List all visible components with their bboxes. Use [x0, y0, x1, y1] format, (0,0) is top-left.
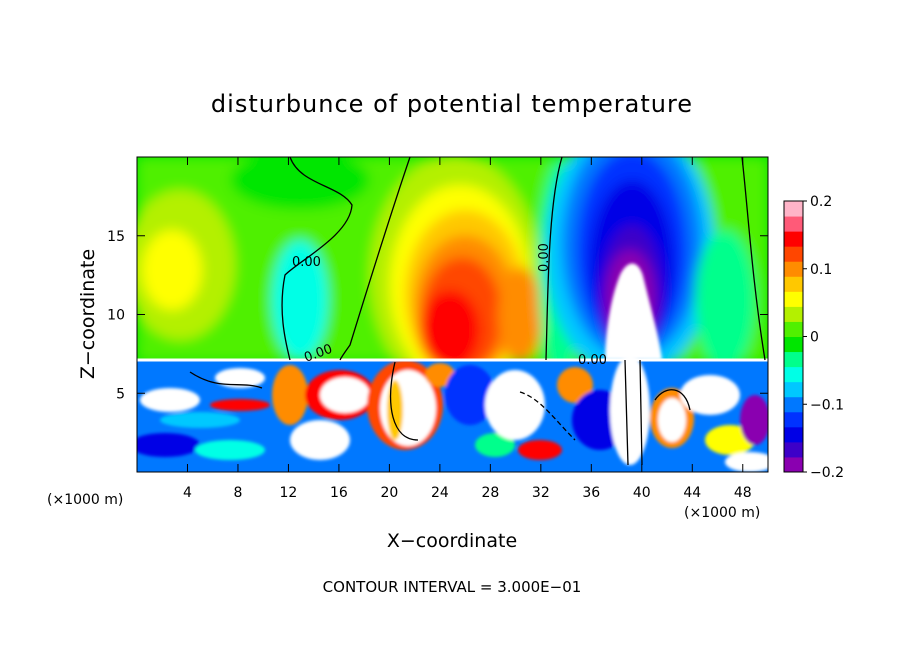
- colorbar-swatch: [784, 381, 803, 398]
- colorbar-swatch: [784, 216, 803, 232]
- colorbar-swatch: [784, 231, 803, 247]
- colorbar-swatch: [784, 456, 803, 473]
- x-tick-label: 20: [380, 485, 398, 501]
- colorbar-swatch: [784, 426, 803, 443]
- x-tick-label: 8: [233, 485, 242, 501]
- y-axis-label: Z−coordinate: [77, 249, 99, 379]
- x-tick-label: 40: [633, 485, 651, 501]
- y-tick-label: 10: [107, 308, 125, 324]
- colorbar-ticks: 0.2 0.1 0 −0.1 −0.2: [803, 194, 844, 481]
- colorbar-swatch: [784, 366, 803, 383]
- colorbar-swatch: [784, 441, 803, 458]
- y-tick-label: 5: [116, 386, 125, 402]
- x-tick-label: 28: [481, 485, 499, 501]
- colorbar-tick-label: −0.1: [810, 397, 844, 413]
- colorbar-swatch: [784, 411, 803, 428]
- contour-lines: [189, 157, 766, 466]
- colorbar-tick-label: 0: [810, 330, 819, 346]
- x-tick-label: 44: [683, 485, 701, 501]
- x-tick-label: 24: [431, 485, 449, 501]
- colorbar-tick-label: 0.2: [810, 194, 832, 210]
- colorbar-swatch: [784, 201, 803, 217]
- upper-field: [137, 157, 768, 395]
- lower-field: [137, 355, 768, 472]
- x-axis-ticks: 4 8 12 16 20 24 28 32 36 40 44 48: [183, 157, 752, 501]
- colorbar-tick-label: −0.2: [810, 465, 844, 481]
- x-tick-label: 36: [582, 485, 600, 501]
- colorbar-swatch: [784, 336, 803, 353]
- colorbar-swatch: [784, 246, 803, 262]
- colorbar-swatch: [784, 396, 803, 413]
- white-core: [605, 263, 662, 360]
- colorbar-swatch: [784, 351, 803, 368]
- x-tick-label: 32: [532, 485, 550, 501]
- colorbar-swatch: [784, 276, 803, 292]
- x-unit-left: (×1000 m): [47, 492, 123, 508]
- colorbar-swatch: [784, 261, 803, 277]
- plot-area: [137, 157, 768, 472]
- y-tick-label: 15: [107, 229, 125, 245]
- contour-interval-note: CONTOUR INTERVAL = 3.000E−01: [323, 578, 582, 596]
- colorbar-tick-label: 0.1: [810, 262, 832, 278]
- colorbar-swatch: [784, 306, 803, 322]
- chart-title: disturbunce of potential temperature: [211, 90, 693, 118]
- x-tick-label: 48: [734, 485, 752, 501]
- colorbar-swatch: [784, 291, 803, 307]
- x-tick-label: 12: [280, 485, 298, 501]
- x-tick-label: 16: [330, 485, 348, 501]
- x-axis-label: X−coordinate: [387, 530, 517, 552]
- contour-label: 0.00: [537, 243, 552, 272]
- y-axis-ticks: 5 10 15: [107, 229, 768, 402]
- contour-label: 0.00: [292, 255, 321, 270]
- colorbar-frame: [783, 200, 804, 473]
- x-tick-label: 4: [183, 485, 192, 501]
- contour-label: 0.00: [578, 353, 607, 368]
- x-unit-right: (×1000 m): [684, 505, 760, 521]
- colorbar-swatch: [784, 321, 803, 337]
- colorbar: [784, 201, 803, 473]
